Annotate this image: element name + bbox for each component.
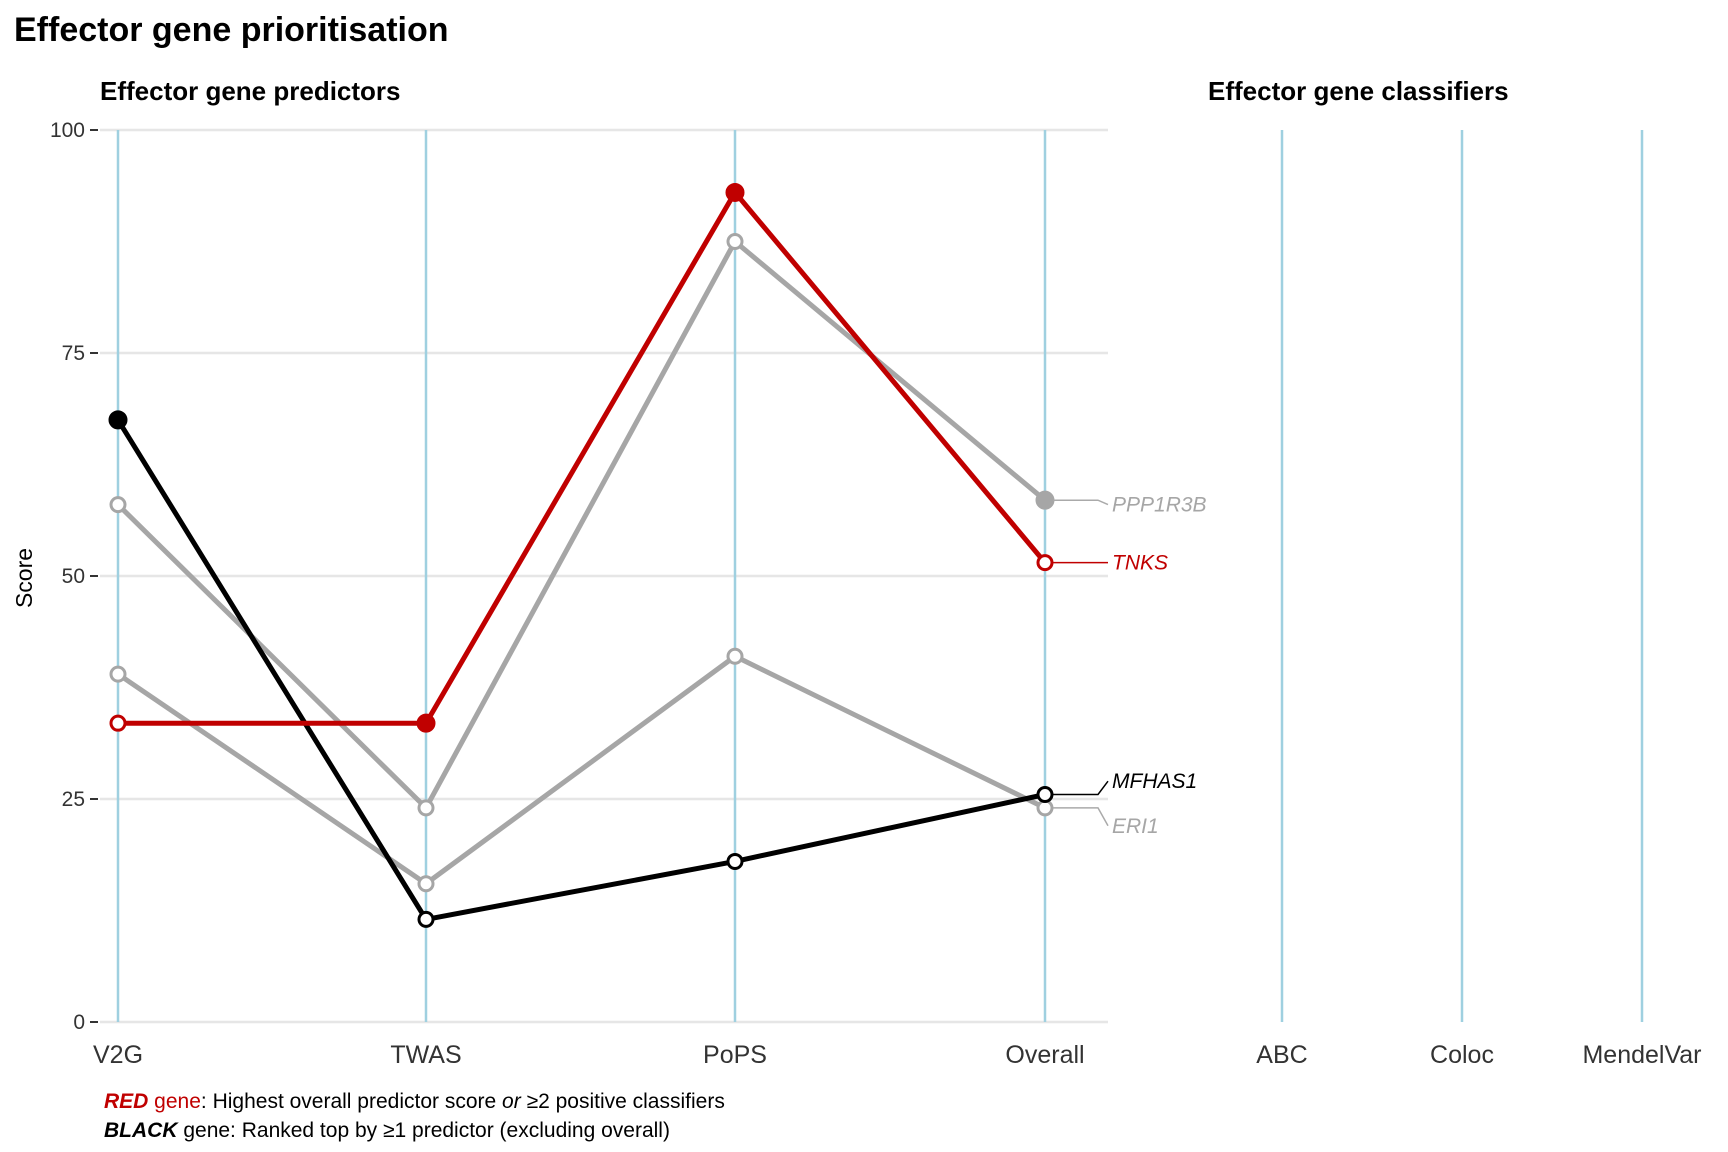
point-eri1-v2g — [109, 665, 127, 683]
point-tnks-twas — [416, 713, 436, 733]
gene-label-eri1: ERI1 — [1112, 815, 1159, 838]
classifiers-panel-title: Effector gene classifiers — [1208, 76, 1509, 106]
y-tick-0: 0 — [73, 1011, 85, 1034]
x-tick-pops: PoPS — [703, 1041, 767, 1069]
point-eri1-twas — [417, 875, 435, 893]
gene-label-tnks: TNKS — [1112, 552, 1168, 575]
point-mfhas1-overall — [1036, 786, 1054, 804]
legend-red-text-a: : Highest overall predictor score — [201, 1090, 502, 1113]
series-line-mfhas1 — [115, 418, 1046, 922]
gene-labels: PPP1R3B ERI1 MFHAS1 TNKS — [1053, 494, 1207, 838]
point-tnks-pops — [725, 182, 745, 202]
y-axis-ticks: 0 25 50 75 100 — [50, 119, 98, 1034]
legend: RED gene: Highest overall predictor scor… — [104, 1090, 725, 1142]
leader-ppp1r3b — [1053, 499, 1109, 506]
legend-black-line: BLACK gene: Ranked top by ≥1 predictor (… — [104, 1119, 670, 1142]
series-line-tnks — [118, 189, 1047, 726]
x-axis-ticks: V2G TWAS PoPS Overall ABC Coloc MendelVar — [93, 1041, 1702, 1069]
category-axes — [116, 130, 1644, 1022]
y-tick-100: 100 — [50, 119, 85, 142]
legend-red-line: RED gene: Highest overall predictor scor… — [104, 1090, 725, 1113]
y-tick-50: 50 — [62, 565, 85, 588]
legend-red-or: or — [502, 1090, 522, 1113]
x-tick-coloc: Coloc — [1430, 1041, 1494, 1069]
gene-label-ppp1r3b: PPP1R3B — [1112, 494, 1207, 517]
point-mfhas1-pops — [726, 852, 744, 870]
legend-black-word: BLACK — [104, 1119, 179, 1142]
point-tnks-v2g — [109, 714, 127, 732]
point-ppp1r3b-v2g — [109, 496, 127, 514]
point-ppp1r3b-twas — [417, 799, 435, 817]
gene-label-mfhas1: MFHAS1 — [1112, 770, 1197, 793]
legend-black-text: gene: Ranked top by ≥1 predictor (exclud… — [178, 1119, 670, 1142]
point-ppp1r3b-pops — [726, 233, 744, 250]
point-ppp1r3b-overall — [1035, 490, 1055, 510]
gridlines — [100, 128, 1108, 1024]
x-tick-overall: Overall — [1005, 1041, 1084, 1069]
legend-red-word: RED — [104, 1090, 148, 1113]
y-tick-25: 25 — [62, 788, 85, 811]
legend-red-text-b: ≥2 positive classifiers — [521, 1090, 725, 1113]
y-axis-label: Score — [11, 548, 37, 608]
leader-mfhas1 — [1053, 780, 1109, 796]
series-lines — [115, 189, 1047, 922]
point-mfhas1-v2g — [108, 410, 128, 430]
point-eri1-pops — [726, 647, 744, 665]
point-mfhas1-twas — [417, 910, 435, 928]
series-line-eri1 — [116, 653, 1047, 887]
legend-red-gene: gene — [148, 1090, 201, 1113]
chart-title: Effector gene prioritisation — [14, 11, 449, 49]
x-tick-abc: ABC — [1256, 1041, 1307, 1069]
point-tnks-overall — [1036, 554, 1054, 572]
predictors-panel-title: Effector gene predictors — [100, 76, 401, 106]
series-line-ppp1r3b — [116, 239, 1047, 811]
series-points — [108, 182, 1055, 928]
y-tick-75: 75 — [62, 342, 85, 365]
x-tick-mendelvar: MendelVar — [1582, 1041, 1701, 1069]
x-tick-v2g: V2G — [93, 1041, 143, 1069]
leader-eri1 — [1053, 807, 1109, 827]
x-tick-twas: TWAS — [390, 1041, 461, 1069]
